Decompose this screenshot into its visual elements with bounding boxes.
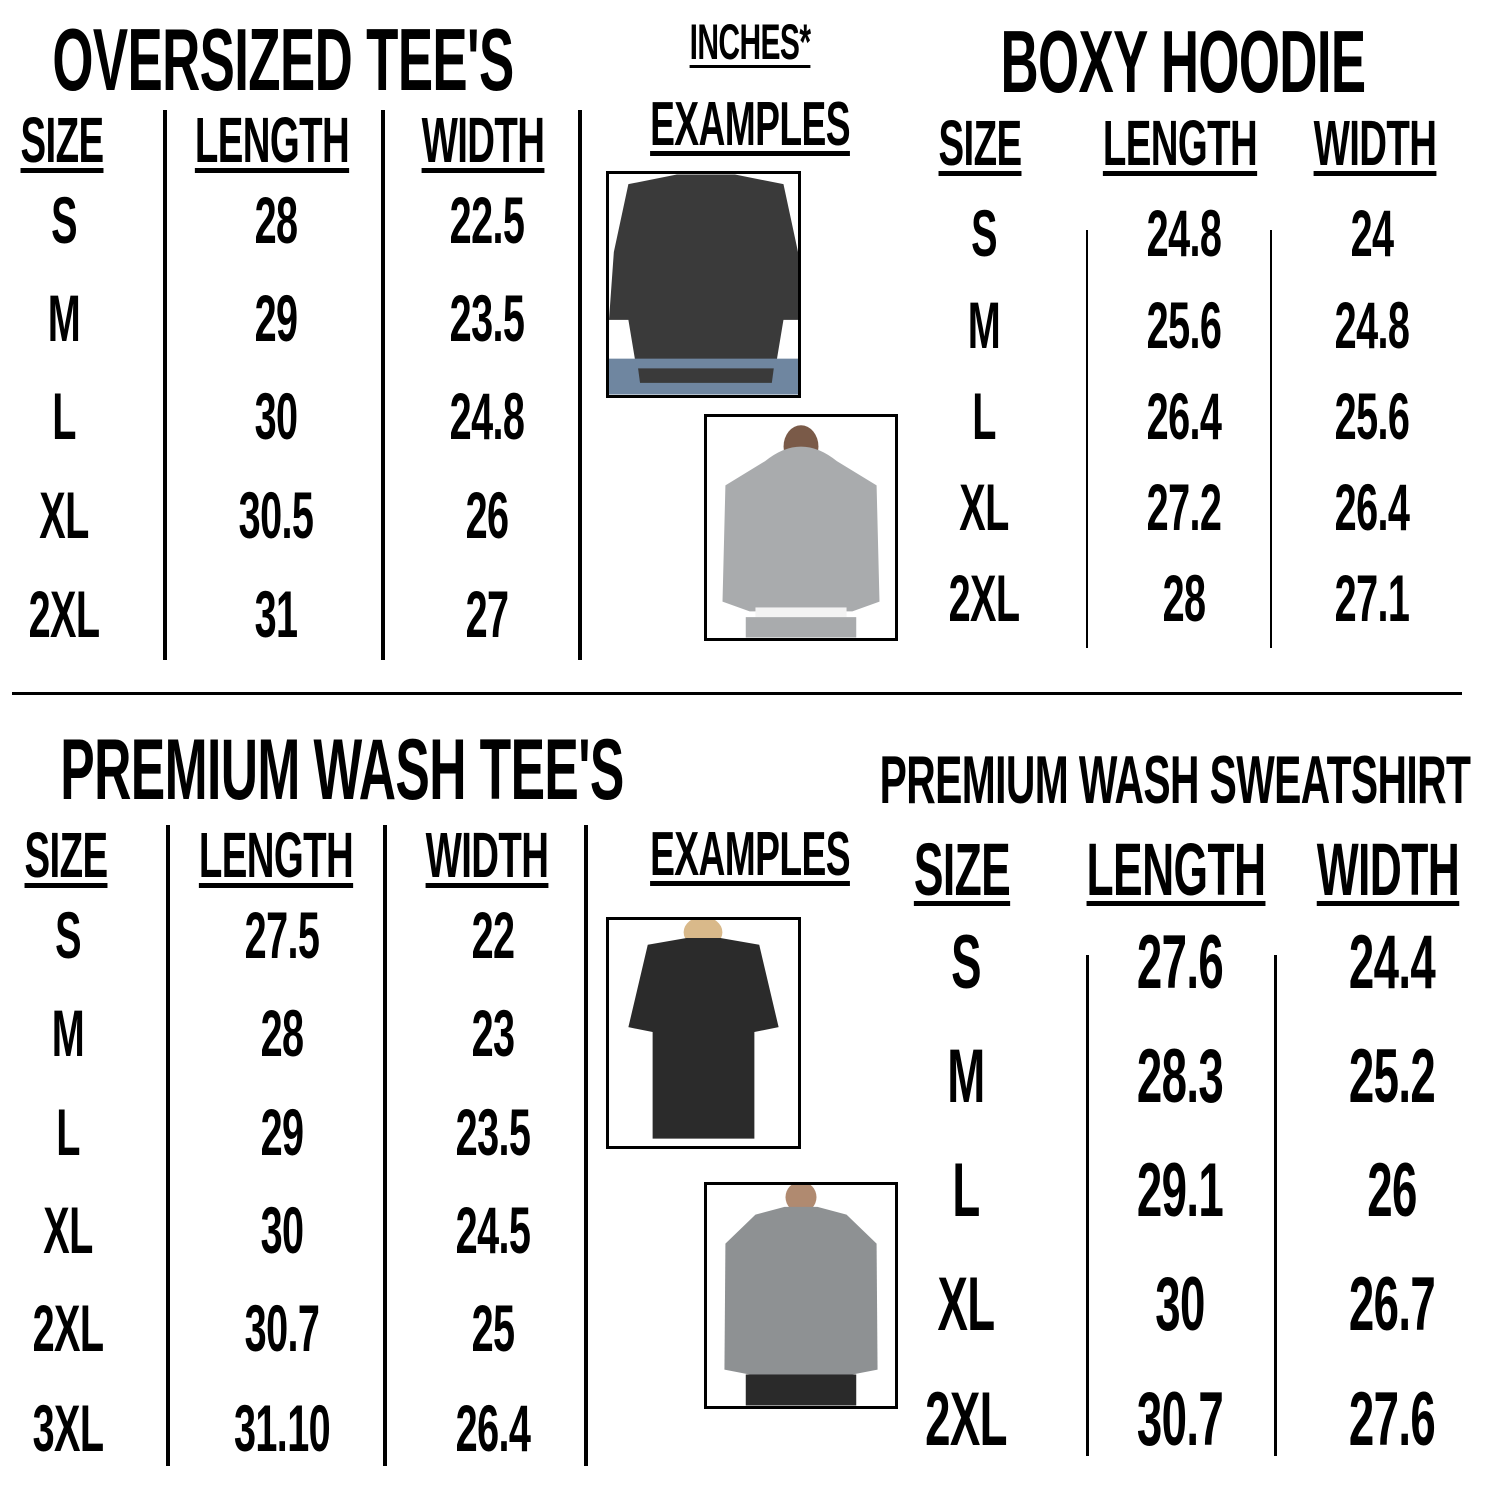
cell-size: 2XL bbox=[32, 1291, 104, 1365]
cell-width: 26 bbox=[1367, 1148, 1417, 1233]
cell-size: L bbox=[52, 379, 76, 453]
cell-width: 24.5 bbox=[455, 1193, 531, 1267]
column-divider bbox=[381, 110, 385, 660]
cell-length: 30.7 bbox=[244, 1291, 320, 1365]
cell-size: 2XL bbox=[28, 577, 100, 651]
cell-width: 27.1 bbox=[1334, 561, 1410, 635]
cell-length: 25.6 bbox=[1146, 288, 1222, 362]
cell-size: 2XL bbox=[925, 1377, 1007, 1462]
cell-width: 23 bbox=[471, 996, 515, 1070]
cell-width: 22.5 bbox=[449, 183, 525, 257]
column-divider bbox=[578, 110, 582, 660]
cell-length: 31 bbox=[254, 577, 298, 651]
premium-wash-tees-title: PREMIUM WASH TEE'S bbox=[60, 722, 624, 818]
cell-length: 31.10 bbox=[233, 1391, 331, 1465]
cell-size: XL bbox=[937, 1262, 995, 1347]
dark-oversized-tee-photo bbox=[606, 171, 801, 398]
cell-width: 26.7 bbox=[1348, 1262, 1436, 1347]
header-width: WIDTH bbox=[1316, 828, 1460, 911]
column-divider bbox=[1086, 230, 1088, 648]
column-divider bbox=[1273, 955, 1277, 1456]
cell-length: 29 bbox=[254, 281, 298, 355]
cell-width: 23.5 bbox=[449, 281, 525, 355]
cell-width: 22 bbox=[471, 898, 515, 972]
oversized-tees-title: OVERSIZED TEE'S bbox=[52, 10, 514, 109]
cell-length: 29.1 bbox=[1136, 1148, 1224, 1233]
cell-size: L bbox=[972, 379, 996, 453]
cell-size: M bbox=[47, 281, 81, 355]
column-divider bbox=[584, 825, 588, 1466]
black-wash-tee-photo bbox=[606, 917, 801, 1149]
gray-wash-sweatshirt-photo bbox=[704, 1182, 898, 1409]
cell-size: L bbox=[56, 1095, 80, 1169]
header-size: SIZE bbox=[20, 104, 105, 176]
section-divider bbox=[12, 692, 1462, 695]
cell-size: M bbox=[967, 288, 1001, 362]
cell-size: 2XL bbox=[948, 561, 1020, 635]
cell-width: 24.8 bbox=[1334, 288, 1410, 362]
cell-length: 28.3 bbox=[1136, 1034, 1224, 1119]
cell-width: 24 bbox=[1350, 196, 1394, 270]
header-size: SIZE bbox=[938, 107, 1023, 179]
cell-size: S bbox=[51, 183, 77, 257]
units-label: INCHES* bbox=[689, 14, 811, 70]
premium-wash-sweatshirt-title: PREMIUM WASH SWEATSHIRT bbox=[879, 742, 1471, 818]
examples-label-top: EXAMPLES bbox=[650, 90, 850, 159]
cell-length: 28 bbox=[1162, 561, 1206, 635]
cell-length: 30 bbox=[260, 1193, 304, 1267]
column-divider bbox=[1085, 955, 1089, 1456]
header-length: LENGTH bbox=[1086, 828, 1267, 911]
cell-size: M bbox=[51, 996, 85, 1070]
cell-size: 3XL bbox=[32, 1391, 104, 1465]
boxy-hoodie-title: BOXY HOODIE bbox=[1000, 12, 1366, 111]
header-length: LENGTH bbox=[1102, 107, 1258, 179]
cell-size: S bbox=[55, 898, 81, 972]
cell-length: 30 bbox=[1155, 1262, 1205, 1347]
gray-boxy-hoodie-photo bbox=[704, 414, 898, 641]
header-size: SIZE bbox=[913, 828, 1011, 911]
header-width: WIDTH bbox=[425, 819, 549, 891]
cell-size: XL bbox=[959, 470, 1009, 544]
cell-length: 30.7 bbox=[1136, 1377, 1224, 1462]
cell-width: 27 bbox=[465, 577, 509, 651]
cell-width: 26.4 bbox=[455, 1391, 531, 1465]
cell-width: 27.6 bbox=[1348, 1377, 1436, 1462]
cell-length: 27.2 bbox=[1146, 470, 1222, 544]
cell-length: 29 bbox=[260, 1095, 304, 1169]
header-width: WIDTH bbox=[1313, 107, 1437, 179]
column-divider bbox=[163, 110, 167, 660]
cell-width: 23.5 bbox=[455, 1095, 531, 1169]
cell-length: 26.4 bbox=[1146, 379, 1222, 453]
column-divider bbox=[383, 825, 387, 1466]
cell-size: L bbox=[952, 1148, 980, 1233]
column-divider bbox=[166, 825, 170, 1466]
cell-width: 26 bbox=[465, 478, 509, 552]
header-size: SIZE bbox=[24, 819, 109, 891]
cell-width: 26.4 bbox=[1334, 470, 1410, 544]
cell-width: 25 bbox=[471, 1291, 515, 1365]
cell-length: 27.5 bbox=[244, 898, 320, 972]
cell-length: 28 bbox=[260, 996, 304, 1070]
cell-width: 24.8 bbox=[449, 379, 525, 453]
header-length: LENGTH bbox=[194, 104, 350, 176]
column-divider bbox=[1270, 230, 1272, 648]
cell-size: S bbox=[971, 196, 997, 270]
cell-length: 30.5 bbox=[238, 478, 314, 552]
header-width: WIDTH bbox=[421, 104, 545, 176]
cell-size: S bbox=[951, 920, 981, 1005]
cell-size: XL bbox=[39, 478, 89, 552]
cell-size: XL bbox=[43, 1193, 93, 1267]
cell-size: M bbox=[947, 1034, 985, 1119]
examples-label-bottom: EXAMPLES bbox=[650, 820, 850, 889]
cell-length: 28 bbox=[254, 183, 298, 257]
cell-length: 24.8 bbox=[1146, 196, 1222, 270]
header-length: LENGTH bbox=[198, 819, 354, 891]
cell-length: 30 bbox=[254, 379, 298, 453]
cell-length: 27.6 bbox=[1136, 920, 1224, 1005]
cell-width: 25.2 bbox=[1348, 1034, 1436, 1119]
cell-width: 25.6 bbox=[1334, 379, 1410, 453]
cell-width: 24.4 bbox=[1348, 920, 1436, 1005]
